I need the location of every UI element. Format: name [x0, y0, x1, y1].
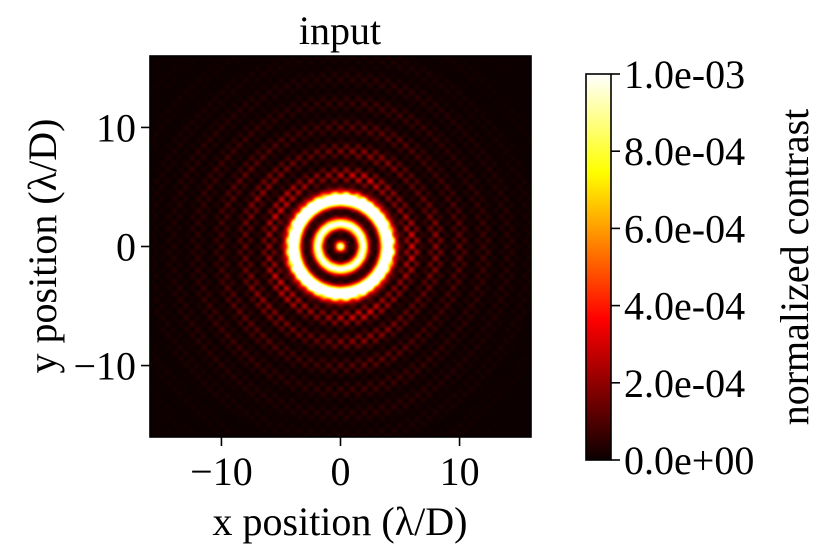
x-axis-label: x position (λ/D) — [213, 499, 468, 544]
heatmap-image — [150, 56, 531, 437]
y-tick-label: −10 — [73, 344, 136, 389]
colorbar-tick-label: 2.0e-04 — [624, 361, 745, 406]
y-axis-label: y position (λ/D) — [20, 119, 65, 374]
colorbar-tick-label: 0.0e+00 — [624, 438, 754, 483]
colorbar-tick-label: 8.0e-04 — [624, 129, 745, 174]
colorbar-label: normalized contrast — [772, 109, 817, 426]
colorbar-tick-label: 1.0e-03 — [624, 52, 745, 97]
y-tick-label: 10 — [96, 105, 136, 150]
x-tick-label: 10 — [440, 449, 480, 494]
heatmap-plot — [149, 55, 532, 438]
x-axis-ticks: −10 0 10 — [190, 437, 480, 494]
colorbar: 0.0e+00 2.0e-04 4.0e-04 6.0e-04 8.0e-04 1.0e-… — [585, 52, 817, 483]
x-tick-label: −10 — [190, 449, 253, 494]
x-tick-label: 0 — [331, 449, 351, 494]
chart-title: input — [299, 8, 381, 53]
colorbar-gradient — [585, 73, 612, 461]
colorbar-ticks: 0.0e+00 2.0e-04 4.0e-04 6.0e-04 8.0e-04 1.0e-… — [611, 52, 754, 483]
colorbar-tick-label: 6.0e-04 — [624, 206, 745, 251]
y-axis-ticks: −10 0 10 — [73, 105, 150, 389]
colorbar-tick-label: 4.0e-04 — [624, 284, 745, 329]
y-tick-label: 0 — [116, 225, 136, 270]
